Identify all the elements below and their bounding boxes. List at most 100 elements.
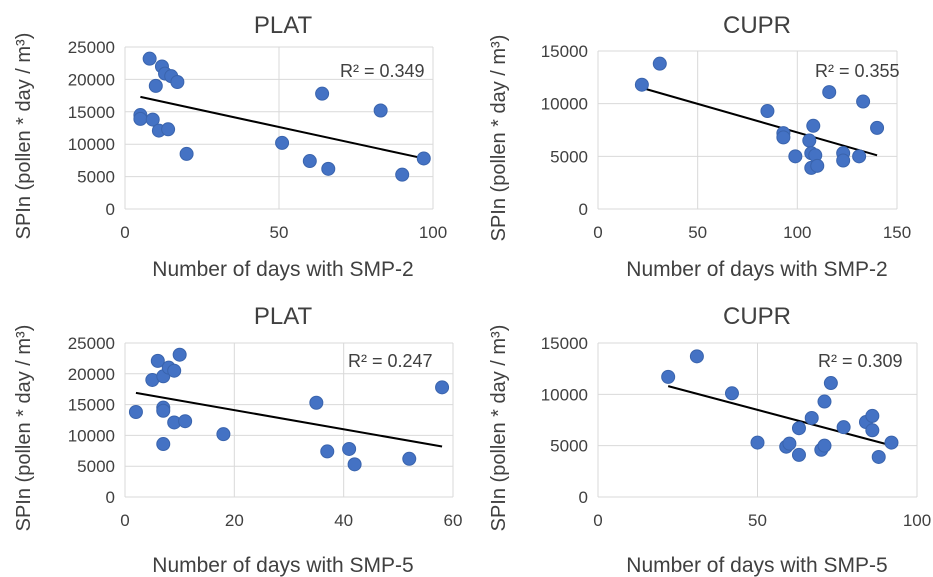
chart-4-point-17 bbox=[865, 423, 880, 438]
chart-3-xtick-label: 0 bbox=[120, 511, 129, 530]
chart-2-xtick-label: 100 bbox=[783, 223, 811, 242]
chart-3-ytick-label: 20000 bbox=[68, 365, 115, 384]
chart-2-point-7 bbox=[802, 133, 817, 148]
chart-3-point-7 bbox=[156, 437, 171, 452]
chart-4-point-8 bbox=[791, 447, 806, 462]
chart-3-ytick-label: 0 bbox=[106, 488, 115, 507]
chart-3-ytick-label: 25000 bbox=[68, 334, 115, 353]
chart-2-point-2 bbox=[652, 56, 667, 71]
chart-3-point-1 bbox=[128, 404, 143, 419]
chart-1-point-15 bbox=[315, 86, 330, 101]
chart-4-ytick-label: 0 bbox=[579, 488, 588, 507]
chart-1-point-2 bbox=[133, 111, 148, 126]
chart-4-point-6 bbox=[782, 436, 797, 451]
chart-1-r2-label: R² = 0.349 bbox=[340, 61, 425, 81]
chart-3-point-13 bbox=[216, 427, 231, 442]
chart-2-xlabel: Number of days with SMP-2 bbox=[626, 258, 887, 281]
chart-1-point-14 bbox=[302, 154, 317, 169]
chart-1-point-19 bbox=[416, 151, 431, 166]
chart-2-point-3 bbox=[760, 104, 775, 119]
chart-3-xtick-label: 60 bbox=[444, 511, 463, 530]
chart-3-point-18 bbox=[402, 451, 417, 466]
chart-4-point-16 bbox=[865, 408, 880, 423]
chart-2-point-13 bbox=[822, 85, 837, 100]
chart-1-xtick-label: 0 bbox=[120, 223, 129, 242]
chart-3-point-16 bbox=[342, 441, 357, 456]
chart-4-point-1 bbox=[661, 369, 676, 384]
chart-4-ylabel: SPIn (pollen * day / m³) bbox=[488, 325, 510, 532]
chart-3-point-15 bbox=[320, 444, 335, 459]
chart-3-point-3 bbox=[150, 353, 165, 368]
chart-3-xlabel: Number of days with SMP-5 bbox=[152, 554, 413, 577]
chart-2-ytick-label: 5000 bbox=[550, 147, 588, 166]
chart-2-point-12 bbox=[810, 158, 825, 173]
chart-4-r2-label: R² = 0.309 bbox=[818, 351, 903, 371]
chart-4-point-19 bbox=[884, 435, 899, 450]
chart-1-ytick-label: 15000 bbox=[68, 103, 115, 122]
chart-1-ytick-label: 5000 bbox=[77, 168, 115, 187]
chart-1-point-4 bbox=[145, 112, 160, 127]
chart-4-trendline bbox=[667, 385, 889, 446]
chart-4-point-12 bbox=[817, 438, 832, 453]
chart-2-point-10 bbox=[806, 118, 821, 133]
chart-4-point-14 bbox=[836, 420, 851, 435]
chart-3-ytick-label: 10000 bbox=[68, 426, 115, 445]
chart-4-xtick-label: 50 bbox=[748, 511, 767, 530]
chart-2-point-16 bbox=[852, 149, 867, 164]
chart-2-trendline bbox=[641, 86, 878, 157]
chart-2-point-5 bbox=[776, 130, 791, 145]
chart-2-ytick-label: 0 bbox=[579, 200, 588, 219]
chart-3-xtick-label: 40 bbox=[334, 511, 353, 530]
chart-2-point-18 bbox=[870, 120, 885, 135]
chart-1-point-11 bbox=[170, 74, 185, 89]
chart-3-ytick-label: 5000 bbox=[77, 457, 115, 476]
chart-2-xtick-label: 150 bbox=[883, 223, 911, 242]
chart-4-point-11 bbox=[817, 394, 832, 409]
chart-1-point-18 bbox=[395, 167, 410, 182]
chart-4-point-4 bbox=[750, 435, 765, 450]
chart-2-point-17 bbox=[856, 94, 871, 109]
chart-4-point-2 bbox=[689, 349, 704, 364]
chart-1-point-5 bbox=[148, 78, 163, 93]
chart-4-xlabel: Number of days with SMP-5 bbox=[626, 554, 887, 577]
chart-1-xtick-label: 50 bbox=[270, 223, 289, 242]
chart-4-ytick-label: 5000 bbox=[550, 437, 588, 456]
chart-3-title: PLAT bbox=[254, 303, 313, 330]
chart-1-point-17 bbox=[373, 103, 388, 118]
chart-3-ylabel: SPIn (pollen * day / m³) bbox=[13, 325, 35, 532]
chart-4-ytick-label: 15000 bbox=[541, 334, 588, 353]
chart-2-ytick-label: 15000 bbox=[541, 42, 588, 61]
chart-2-point-6 bbox=[788, 149, 803, 164]
chart-1-xtick-label: 100 bbox=[419, 223, 447, 242]
chart-4-point-3 bbox=[724, 386, 739, 401]
chart-2-r2-label: R² = 0.355 bbox=[815, 61, 900, 81]
chart-3-ytick-label: 15000 bbox=[68, 396, 115, 415]
chart-3-trendline bbox=[135, 391, 443, 448]
chart-3-r2-label: R² = 0.247 bbox=[348, 351, 433, 371]
chart-3-point-9 bbox=[167, 363, 182, 378]
chart-3-point-14 bbox=[309, 395, 324, 410]
chart-2-ylabel: SPIn (pollen * day / m³) bbox=[488, 35, 510, 242]
chart-3-point-11 bbox=[172, 347, 187, 362]
chart-2-xtick-label: 0 bbox=[593, 223, 602, 242]
chart-2-ytick-label: 10000 bbox=[541, 95, 588, 114]
chart-1-ytick-label: 20000 bbox=[68, 70, 115, 89]
chart-3-point-19 bbox=[435, 380, 450, 395]
chart-1-point-16 bbox=[321, 161, 336, 176]
chart-4-point-9 bbox=[804, 410, 819, 425]
chart-4-point-13 bbox=[823, 376, 838, 391]
chart-1-xlabel: Number of days with SMP-2 bbox=[152, 258, 413, 281]
chart-2-title: CUPR bbox=[723, 12, 791, 39]
chart-1-ytick-label: 25000 bbox=[68, 38, 115, 57]
chart-2-point-1 bbox=[634, 77, 649, 92]
chart-4-title: CUPR bbox=[723, 303, 791, 330]
chart-3-xtick-label: 20 bbox=[225, 511, 244, 530]
chart-4-point-7 bbox=[791, 421, 806, 436]
chart-3-point-17 bbox=[347, 457, 362, 472]
chart-1-point-3 bbox=[142, 51, 157, 66]
chart-3-point-6 bbox=[156, 403, 171, 418]
chart-1-trendline bbox=[140, 95, 424, 160]
chart-4-xtick-label: 0 bbox=[593, 511, 602, 530]
chart-4-ytick-label: 10000 bbox=[541, 385, 588, 404]
